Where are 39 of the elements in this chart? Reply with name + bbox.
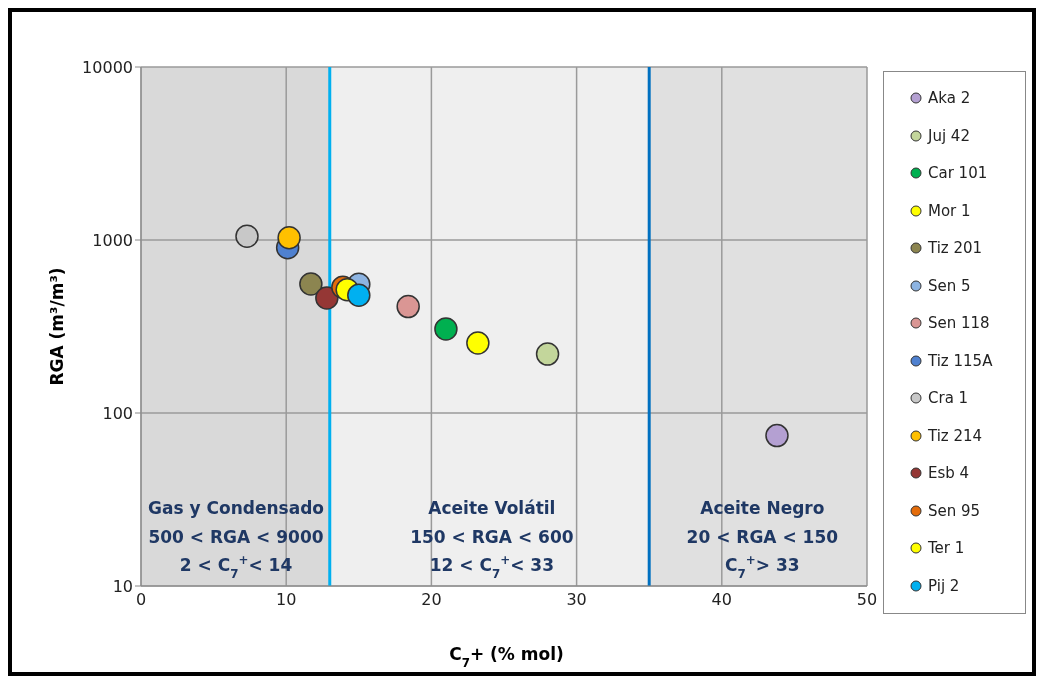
x-tick-label: 30 <box>566 590 587 610</box>
legend-label: Sen 118 <box>928 314 990 333</box>
point <box>466 331 490 355</box>
legend-label: Pij 2 <box>928 576 960 595</box>
legend-label: Tiz 214 <box>928 426 983 445</box>
y-tick-label: 100 <box>102 403 133 423</box>
x-tick-label: 40 <box>711 590 732 610</box>
point <box>535 342 560 366</box>
point <box>277 225 301 250</box>
legend-label: Juj 42 <box>928 126 970 145</box>
point <box>299 272 323 296</box>
legend-label: Tiz 115A <box>928 351 993 370</box>
y-tick-label: 10000 <box>82 57 133 77</box>
point <box>434 317 458 341</box>
annotation: Gas y Condensado 500 < RGA < 9000 2 < C$_{7}$$^{+}$< 14 <box>148 498 325 581</box>
x-tick-label: 0 <box>135 590 147 610</box>
legend-label: Ter 1 <box>928 539 965 558</box>
y-axis-title: RGA (m³/m³) <box>47 267 67 386</box>
y-tick-label: 1000 <box>92 230 133 250</box>
legend-label: Sen 95 <box>928 501 981 520</box>
legend-label: Sen 5 <box>928 276 971 295</box>
x-tick-label: 20 <box>421 590 442 610</box>
annotation: Aceite Volátil 150 < RGA < 600 12 < C$_{7}$$^{+}$< 33 <box>410 498 574 581</box>
point <box>396 294 420 319</box>
y-tick-label: 10 <box>112 576 133 596</box>
legend-label: Mor 1 <box>928 201 971 220</box>
legend-label: Cra 1 <box>928 389 969 408</box>
point <box>235 224 259 248</box>
point <box>315 286 339 310</box>
point <box>765 423 789 448</box>
legend-label: Esb 4 <box>928 464 970 483</box>
x-tick-label: 50 <box>856 590 878 610</box>
x-tick-label: 10 <box>276 590 297 610</box>
x-axis-title: C$_{7}$+ (% mol) <box>449 644 564 670</box>
legend-label: Aka 2 <box>928 89 971 108</box>
legend-label: Tiz 201 <box>928 239 983 258</box>
point <box>347 283 371 308</box>
annotation: Aceite Negro 20 < RGA < 150 C$_{7}$$^{+}$> 33 <box>686 498 839 581</box>
legend-label: Car 101 <box>928 164 988 183</box>
